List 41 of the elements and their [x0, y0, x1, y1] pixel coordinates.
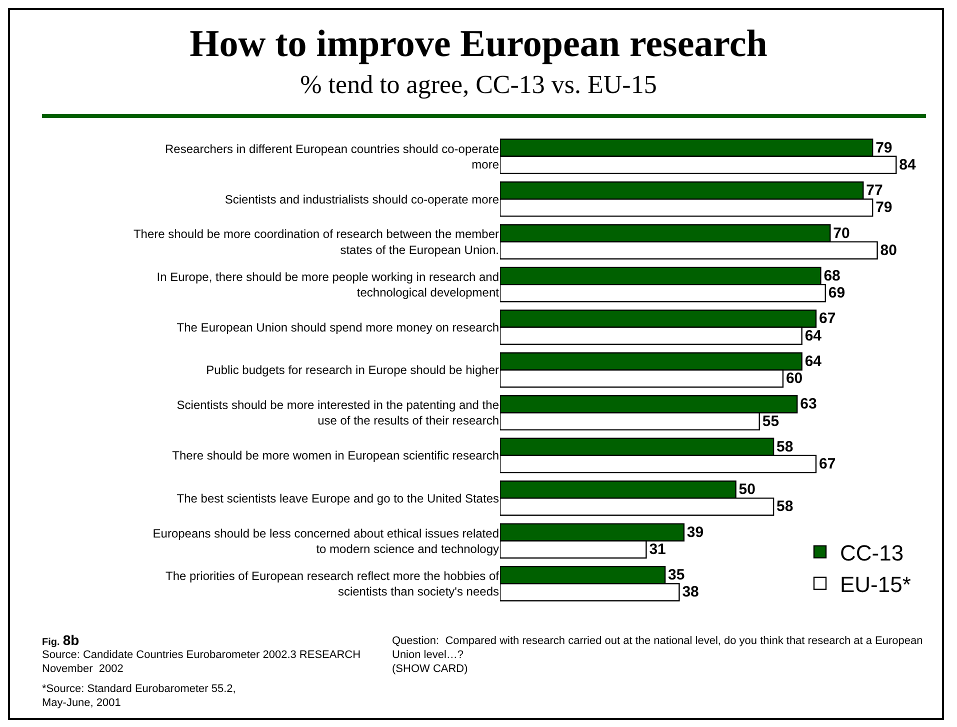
- data-label: 35: [668, 566, 685, 584]
- data-label: 80: [880, 242, 897, 259]
- data-label: 38: [682, 584, 699, 601]
- y-tick-label: Europeans should be less concerned about ethical issues related to modern science and technology: [152, 526, 499, 556]
- legend-label: CC-13: [840, 540, 904, 566]
- data-label: 77: [866, 182, 883, 200]
- y-tick-label: Researchers in different European countries should co-operate more: [165, 142, 500, 172]
- y-tick-label: Scientists should be more interested in the patenting and the use of the results of their research: [176, 398, 500, 428]
- data-label: 63: [800, 396, 817, 413]
- data-label: 70: [833, 224, 850, 242]
- chart-title: How to improve European research: [188, 22, 768, 66]
- y-tick-label: There should be more women in European scientific research: [172, 448, 499, 463]
- y-tick-label: The European Union should spend more money on research: [176, 320, 499, 334]
- y-tick-label: The priorities of European research reflect more the hobbies of scientists than society's needs: [165, 569, 500, 599]
- caption: Fig. 8b: [42, 632, 80, 648]
- y-tick-label: The best scientists leave Europe and go to the United States: [176, 491, 499, 506]
- data-label: 31: [649, 540, 666, 558]
- data-label: 64: [804, 327, 822, 344]
- data-label: 50: [738, 481, 756, 498]
- y-tick-label: There should be more coordination of research between the member states of the European Union.: [133, 227, 499, 257]
- data-label: 79: [876, 139, 892, 156]
- data-label: 69: [828, 284, 846, 302]
- data-label: 39: [686, 524, 704, 541]
- y-tick-label: Public budgets for research in Europe should be higher: [206, 363, 499, 378]
- source-note: Source: Candidate Countries Eurobarometer 2002.3 RESEARCH November 2002: [42, 648, 361, 676]
- y-tick-label: Scientists and industrialists should co-operate more: [224, 192, 500, 206]
- data-label: 58: [776, 438, 794, 456]
- chart-subtitle: % tend to agree, CC-13 vs. EU-15: [299, 70, 658, 100]
- legend-label: EU-15*: [840, 572, 912, 597]
- text: Question: Compared with research carried out at the national level, do you think that research at a European Union level…? (SHOW CARD): [392, 634, 923, 676]
- text: *Source: Standard Eurobarometer 55.2, May-June, 2001: [42, 682, 236, 710]
- data-label: 79: [876, 199, 892, 216]
- data-label: 64: [804, 352, 822, 370]
- data-label: 60: [786, 370, 803, 388]
- data-label: 84: [899, 156, 916, 174]
- data-label: 67: [818, 456, 836, 472]
- data-label: 68: [824, 268, 840, 284]
- data-label: 58: [776, 498, 794, 516]
- data-label: 55: [762, 412, 780, 430]
- data-label: 67: [818, 310, 836, 328]
- y-tick-label: In Europe, there should be more people working in research and technological development: [156, 270, 500, 300]
